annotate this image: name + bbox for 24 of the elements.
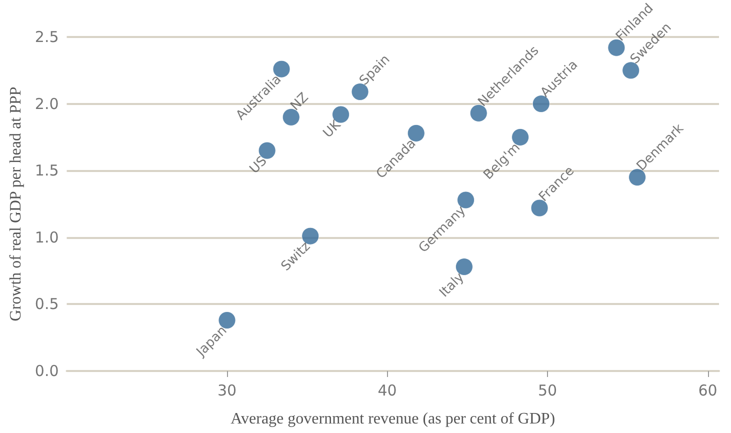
y-tick-label: 0.5 [34,295,59,314]
x-tick-label: 50 [538,382,558,400]
point [351,83,369,101]
point [512,128,530,146]
point [530,199,548,217]
y-tick-label: 0.0 [34,362,59,380]
point [622,62,640,80]
y-tick-label: 2.0 [34,94,59,113]
point [628,168,646,186]
y-tick-label: 1.5 [34,162,59,180]
y-tick-label: 1.0 [34,228,59,246]
x-tick-label: 40 [378,382,397,400]
y-axis-title: Growth of real GDP per head at PPP [8,86,24,322]
x-axis-title: Average government revenue (as per cent of GDP) [230,410,556,428]
point [218,311,236,329]
y-tick-label: 2.5 [34,28,59,46]
point [608,38,626,56]
x-tick-label: 30 [217,382,237,400]
annotation: UK [320,117,344,142]
point [272,60,290,78]
x-tick-label: 60 [698,382,718,400]
annotation: NZ [288,90,312,114]
annotation: US [247,154,270,177]
point [407,124,425,142]
